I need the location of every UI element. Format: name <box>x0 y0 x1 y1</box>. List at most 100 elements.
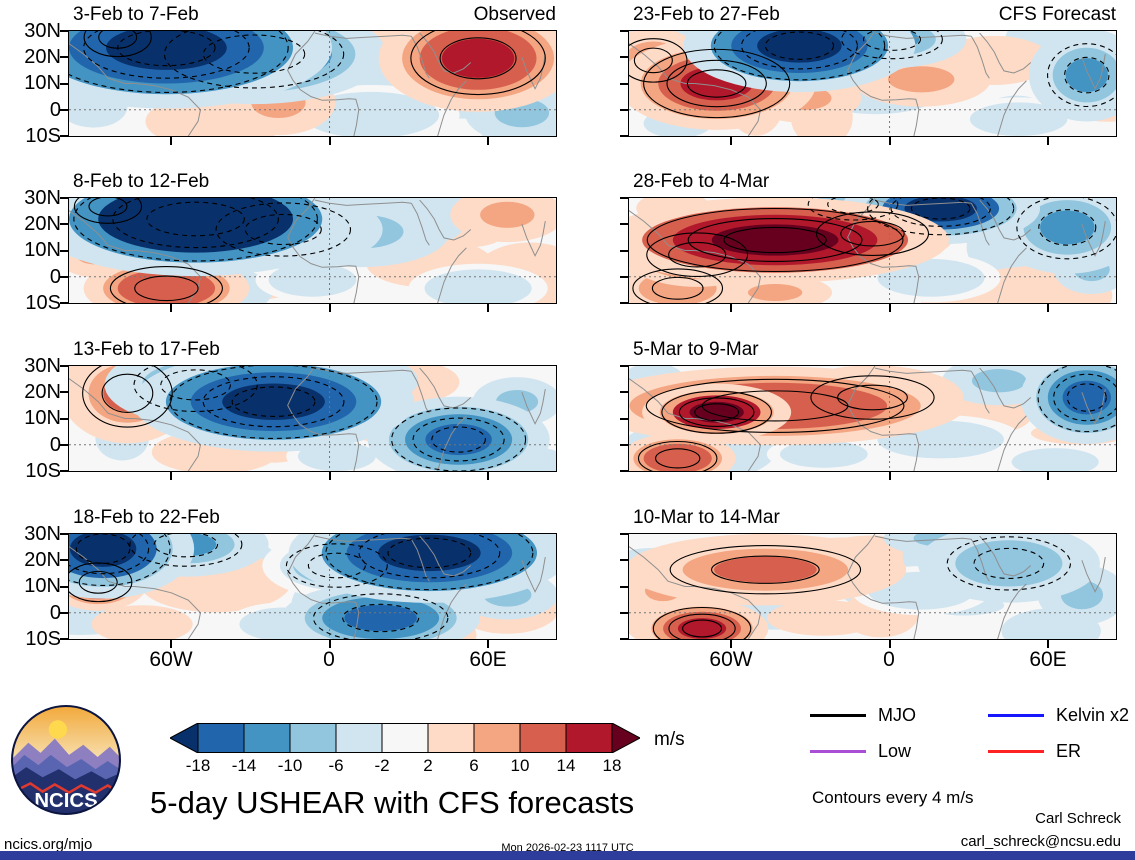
colorbar-tick-label: -2 <box>374 756 390 775</box>
x-tick-mark <box>730 639 733 648</box>
map-canvas <box>69 198 556 303</box>
mjo-line-swatch <box>810 713 866 717</box>
x-tick-mark <box>170 639 173 648</box>
colorbar-tick-label: 2 <box>423 756 433 775</box>
map-canvas <box>629 198 1116 303</box>
y-tick-mark <box>60 638 69 640</box>
panel-title: 5-Mar to 9-Mar <box>633 339 759 360</box>
y-axis-label: 20N <box>24 549 61 571</box>
ncics-logo: NCICS <box>11 705 121 815</box>
x-tick-mark <box>1046 303 1049 312</box>
y-tick-mark <box>620 56 629 59</box>
colorbar-tick-label: -10 <box>277 756 303 775</box>
colorbar-tick-label: 14 <box>556 756 576 775</box>
y-tick-mark <box>620 638 629 640</box>
y-tick-mark <box>620 82 629 85</box>
y-tick-mark <box>620 585 629 588</box>
logo-ring <box>11 705 121 815</box>
y-tick-mark <box>60 443 69 446</box>
y-axis-label: 30N <box>24 187 61 209</box>
x-tick-mark <box>170 136 173 145</box>
legend-item-low: Low <box>810 738 988 764</box>
legend-label-mjo: MJO <box>878 704 916 725</box>
y-axis-label: 20N <box>24 381 61 403</box>
colorbar-tick-label: -6 <box>328 756 344 775</box>
y-tick-mark <box>620 223 629 226</box>
y-tick-mark <box>60 417 69 420</box>
y-axis-label: 10N <box>24 575 61 597</box>
y-tick-mark <box>60 611 69 614</box>
x-tick-mark <box>486 136 489 145</box>
y-tick-mark <box>620 135 629 137</box>
y-tick-mark <box>620 611 629 614</box>
panel-title: 18-Feb to 22-Feb <box>73 507 220 528</box>
y-axis-label: 30N <box>24 355 61 377</box>
x-tick-mark <box>328 471 331 480</box>
colorbar-tick-label: 6 <box>469 756 479 775</box>
map-canvas <box>629 534 1116 639</box>
x-tick-mark <box>730 471 733 480</box>
map-panel-forecast-1: 23-Feb to 27-Feb CFS Forecast <box>620 4 1117 145</box>
x-axis-label: 0 <box>883 648 895 671</box>
y-axis-label: 10N <box>24 72 61 94</box>
contour-interval-note: Contours every 4 m/s <box>812 788 974 807</box>
y-axis-label: 10S <box>25 292 61 314</box>
colorbar-tick-label: 10 <box>510 756 530 775</box>
y-axis-label: 10N <box>24 407 61 429</box>
y-tick-mark <box>60 470 69 472</box>
y-axis-label: 30N <box>24 523 61 545</box>
panel-title: 13-Feb to 17-Feb <box>73 339 220 360</box>
y-tick-mark <box>60 302 69 304</box>
x-axis-label: 60E <box>1029 648 1067 671</box>
x-tick-mark <box>486 471 489 480</box>
map-canvas <box>629 31 1116 136</box>
x-tick-mark <box>888 303 891 312</box>
y-tick-mark <box>60 56 69 59</box>
colorbar-units-label: m/s <box>654 729 685 750</box>
x-tick-mark <box>1046 136 1049 145</box>
colorbar-swatches <box>168 722 642 754</box>
x-tick-mark <box>486 303 489 312</box>
colorbar-tick-label: -14 <box>231 756 257 775</box>
panel-title: 23-Feb to 27-Feb <box>633 4 780 25</box>
y-tick-mark <box>60 223 69 226</box>
x-axis-label: 60E <box>469 648 507 671</box>
website-url: ncics.org/mjo <box>4 836 93 853</box>
y-tick-mark <box>60 559 69 562</box>
legend-item-mjo: MJO <box>810 702 988 728</box>
y-tick-mark <box>620 443 629 446</box>
y-tick-mark <box>60 249 69 252</box>
y-axis-label: 0 <box>49 266 61 288</box>
y-axis-label: 0 <box>49 434 61 456</box>
panel-title: 28-Feb to 4-Mar <box>633 171 770 192</box>
map-panel-observed-4: 18-Feb to 22-Feb 30N 20N 10N 0 10S 60W 0… <box>24 507 557 671</box>
y-axis-label: 10S <box>25 125 61 147</box>
x-tick-mark <box>888 639 891 648</box>
y-tick-mark <box>60 275 69 278</box>
legend-label-er: ER <box>1056 740 1082 761</box>
x-axis-label: 0 <box>323 648 335 671</box>
sun-icon <box>48 720 68 739</box>
y-axis-label: 20N <box>24 213 61 235</box>
y-tick-mark <box>620 533 629 535</box>
logo-red-zigzag <box>17 781 117 795</box>
credit-email: carl_schreck@ncsu.edu <box>960 833 1121 850</box>
x-tick-mark <box>328 639 331 648</box>
map-panel-forecast-3: 5-Mar to 9-Mar <box>620 339 1117 480</box>
x-tick-mark <box>730 303 733 312</box>
x-axis-label: 60W <box>149 648 193 671</box>
x-axis-label: 60W <box>709 648 753 671</box>
colorbar-tick-label: -18 <box>185 756 211 775</box>
credit-name: Carl Schreck <box>1035 810 1121 827</box>
map-panel-observed-2: 8-Feb to 12-Feb 30N 20N 10N 0 10S <box>24 171 557 314</box>
legend-label-kelvin: Kelvin x2 <box>1056 704 1130 725</box>
colorbar-tick-label: 18 <box>602 756 622 775</box>
map-panel-observed-1: 3-Feb to 7-Feb Observed 30N 20N 10N 0 10… <box>24 4 557 147</box>
y-tick-mark <box>620 417 629 420</box>
y-tick-mark <box>60 108 69 111</box>
y-axis-label: 10S <box>25 460 61 482</box>
logo-text: NCICS <box>34 790 97 812</box>
map-canvas <box>629 366 1116 471</box>
y-tick-mark <box>620 30 629 32</box>
